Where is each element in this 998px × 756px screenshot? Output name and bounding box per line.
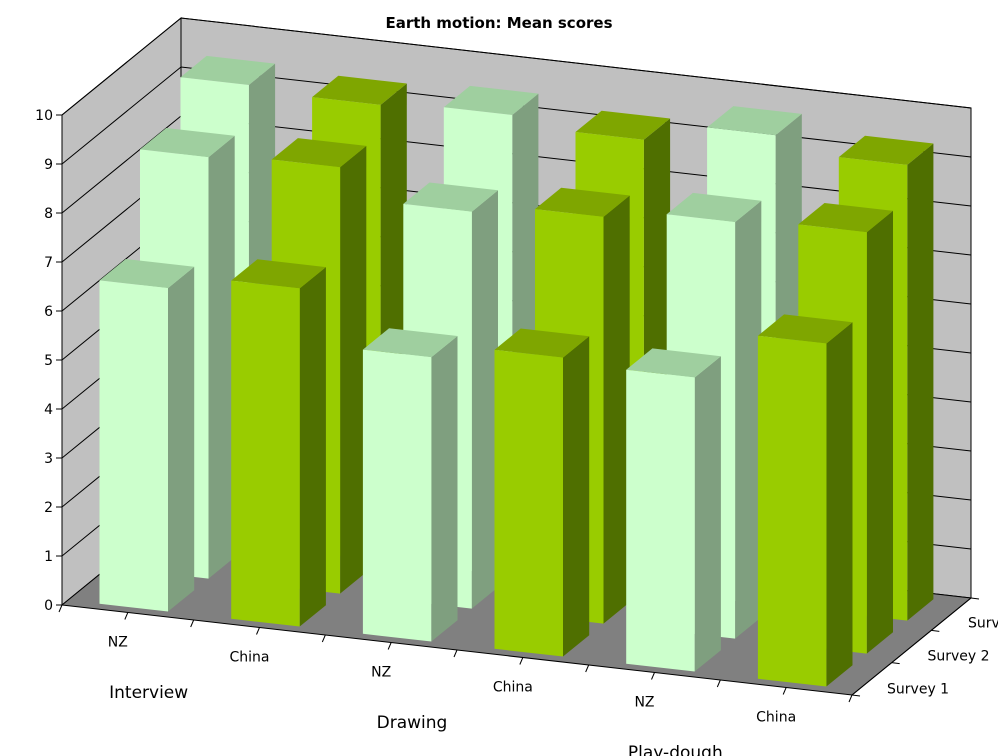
bar-top <box>494 328 590 358</box>
bar-top <box>535 187 630 217</box>
bar-top <box>231 259 326 289</box>
x-tick-mark <box>124 612 129 620</box>
bar-side <box>340 145 367 594</box>
y-tick-label-4: 4 <box>44 402 53 418</box>
x-label-interview-nz: NZ <box>108 635 128 651</box>
y-tick-label-5: 5 <box>44 353 53 369</box>
x-tick-mark <box>585 664 590 673</box>
depth-tick-mark <box>891 662 900 665</box>
bar-top <box>362 328 458 358</box>
bar-front <box>757 335 827 687</box>
y-tick-label-7: 7 <box>44 255 53 271</box>
x-label-play-dough-china: China <box>756 710 796 726</box>
x-tick-mark <box>387 642 392 650</box>
y-tick-label-3: 3 <box>44 451 53 467</box>
y-tick-label-0: 0 <box>44 598 53 614</box>
x-tick-mark <box>519 657 524 665</box>
bar-side <box>735 200 762 639</box>
depth-tick-mark <box>970 597 980 600</box>
bar-side <box>907 143 934 621</box>
bar-top <box>798 203 893 233</box>
y-tick-label-2: 2 <box>44 500 53 516</box>
gridline-10 <box>61 17 972 116</box>
y-tick-label-10: 10 <box>35 108 53 124</box>
bar-front <box>231 280 300 627</box>
bar-top <box>140 128 235 158</box>
bar-side <box>471 190 498 609</box>
bar-top <box>838 135 934 165</box>
series-label-survey-2: Survey 2 <box>928 649 990 665</box>
series-label-survey-3: Survey 3 <box>968 616 998 632</box>
bar-side <box>603 195 630 624</box>
bar-top <box>180 55 276 85</box>
x-tick-mark <box>321 634 326 643</box>
bar-front <box>494 349 563 657</box>
bar-top <box>312 75 407 105</box>
bar-side <box>866 210 893 654</box>
x-label-drawing-nz: NZ <box>371 665 391 681</box>
depth-tick-mark <box>931 629 940 632</box>
y-tick-label-8: 8 <box>44 206 53 222</box>
bar-interview-china-survey-1 <box>231 259 326 627</box>
bar-side <box>694 356 721 672</box>
bar-top <box>99 259 195 289</box>
x-label-interview-china: China <box>230 650 270 666</box>
bar-play-dough-china-survey-1 <box>757 314 853 687</box>
y-tick-label-6: 6 <box>44 304 53 320</box>
x-tick-mark <box>453 649 458 658</box>
bar-top <box>626 348 721 378</box>
y-tick-label-1: 1 <box>44 549 53 565</box>
x-tick-mark <box>716 679 721 688</box>
group-label-play-dough: Play-dough <box>628 743 723 756</box>
x-tick-mark <box>190 619 195 628</box>
depth-tick-mark <box>851 694 861 697</box>
bar-front <box>362 349 432 642</box>
x-tick-mark <box>256 627 260 635</box>
bar-front <box>626 369 695 672</box>
group-label-drawing: Drawing <box>377 713 448 733</box>
bar-side <box>431 336 458 642</box>
bar-top <box>443 85 539 115</box>
bar-top <box>666 192 762 223</box>
x-label-drawing-china: China <box>493 680 533 696</box>
x-tick-mark <box>651 672 655 680</box>
x-tick-mark <box>782 687 787 695</box>
chart-title: Earth motion: Mean scores <box>385 14 613 32</box>
bar-interview-nz-survey-1 <box>99 259 195 612</box>
bar-top <box>707 106 802 136</box>
bar-side <box>299 267 326 627</box>
bar-side <box>168 266 195 612</box>
bar-top <box>403 182 498 212</box>
x-tick-mark <box>848 694 853 703</box>
group-label-interview: Interview <box>109 683 188 703</box>
bar-drawing-nz-survey-1 <box>362 328 458 642</box>
bar-side <box>826 322 853 687</box>
bar-top <box>575 110 671 140</box>
bar-play-dough-nz-survey-1 <box>626 348 721 672</box>
bar-side <box>563 336 590 657</box>
bar-front <box>99 280 168 612</box>
y-tick-label-9: 9 <box>44 157 53 173</box>
x-tick-mark <box>58 604 63 613</box>
bar-drawing-china-survey-1 <box>494 328 590 657</box>
series-label-survey-1: Survey 1 <box>887 681 949 697</box>
bar-top <box>271 138 367 168</box>
bar-side <box>208 135 235 579</box>
depth-axis-line <box>851 597 972 696</box>
x-label-play-dough-nz: NZ <box>634 695 654 711</box>
bar-top <box>757 314 853 344</box>
